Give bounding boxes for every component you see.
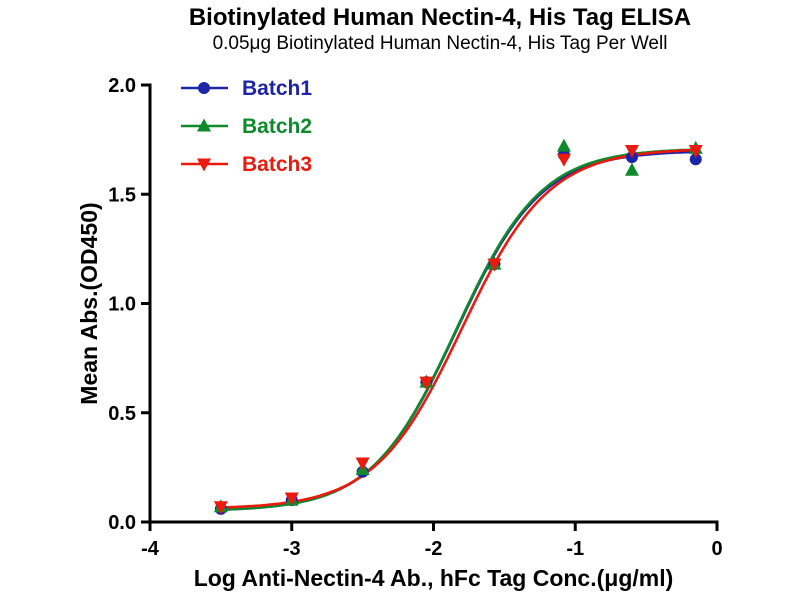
legend-marker-batch1	[198, 82, 210, 94]
marker-batch3	[213, 501, 228, 515]
marker-batch3	[284, 492, 299, 506]
x-tick-label: -1	[566, 538, 584, 560]
x-tick-label: 0	[711, 538, 722, 560]
marker-batch2	[624, 162, 639, 176]
marker-batch3	[688, 145, 703, 159]
y-tick-label: 0.0	[108, 512, 136, 534]
y-tick-label: 0.5	[108, 403, 136, 425]
legend-label-batch3: Batch3	[242, 153, 312, 176]
fit-curve-batch1	[220, 150, 695, 511]
x-tick-label: -3	[283, 538, 301, 560]
marker-batch3	[556, 153, 571, 167]
marker-batch3	[624, 145, 639, 159]
x-axis-title: Log Anti-Nectin-4 Ab., hFc Tag Conc.(μg/…	[194, 565, 674, 591]
y-tick-label: 1.5	[108, 184, 136, 206]
fit-curve-batch2	[220, 148, 695, 511]
marker-batch1	[689, 153, 702, 166]
y-tick-label: 2.0	[108, 75, 136, 97]
legend-label-batch2: Batch2	[242, 115, 312, 138]
legend-label-batch1: Batch1	[242, 77, 312, 100]
x-tick-label: -2	[425, 538, 443, 560]
y-tick-label: 1.0	[108, 294, 136, 316]
x-tick-label: -4	[141, 538, 160, 560]
marker-batch2	[556, 138, 571, 152]
legend-marker-batch3	[197, 158, 211, 172]
marker-batch3	[419, 376, 434, 390]
marker-batch3	[487, 258, 502, 272]
legend-marker-batch2	[197, 118, 211, 132]
fit-curve-batch3	[220, 148, 695, 509]
chart-title: Biotinylated Human Nectin-4, His Tag ELI…	[188, 4, 692, 31]
marker-batch3	[355, 457, 370, 471]
chart-subtitle: 0.05μg Biotinylated Human Nectin-4, His …	[212, 33, 668, 54]
y-axis-title: Mean Abs.(OD450)	[76, 202, 102, 404]
